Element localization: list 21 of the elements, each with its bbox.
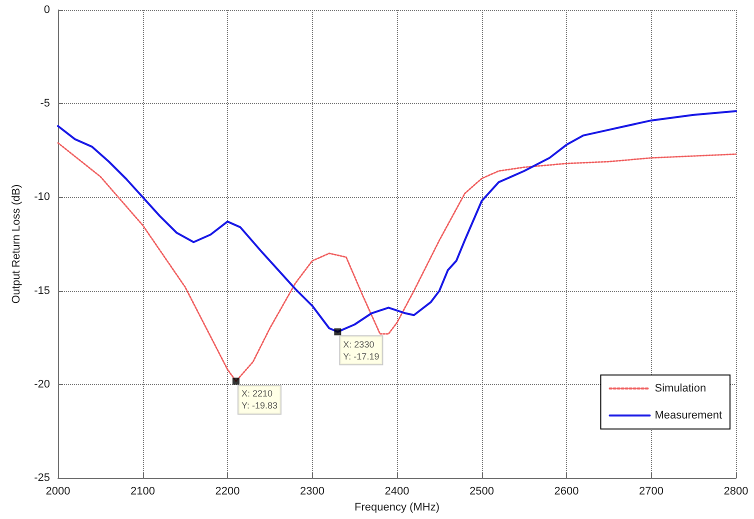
y-tick-label: -10 bbox=[34, 191, 50, 204]
x-tick-label: 2400 bbox=[384, 486, 410, 498]
x-tick-label: 2800 bbox=[724, 486, 748, 498]
x-tick-label: 2300 bbox=[300, 486, 324, 498]
y-tick-label: -15 bbox=[34, 284, 50, 297]
x-tick-label: 2000 bbox=[46, 486, 70, 498]
x-axis-title: Frequency (MHz) bbox=[354, 501, 440, 514]
x-tick-label: 2500 bbox=[470, 486, 494, 498]
y-tick-label: -20 bbox=[34, 378, 50, 390]
x-tick-label: 2600 bbox=[554, 486, 579, 498]
y-tick-label: 0 bbox=[44, 4, 50, 16]
y-axis-title: Output Return Loss (dB) bbox=[10, 184, 22, 304]
annotation: X: 2210 Y: -19.83 bbox=[241, 388, 278, 411]
y-tick-label: -25 bbox=[34, 472, 50, 484]
x-tick-label: 2100 bbox=[130, 486, 155, 498]
x-tick-label: 2200 bbox=[215, 486, 240, 498]
y-tick-label: -5 bbox=[40, 98, 50, 110]
x-tick-label: 2700 bbox=[639, 486, 664, 498]
annotation: X: 2330 Y: -17.19 bbox=[343, 339, 380, 362]
legend-label: Simulation bbox=[654, 382, 706, 394]
legend-label: Measurement bbox=[654, 410, 722, 422]
